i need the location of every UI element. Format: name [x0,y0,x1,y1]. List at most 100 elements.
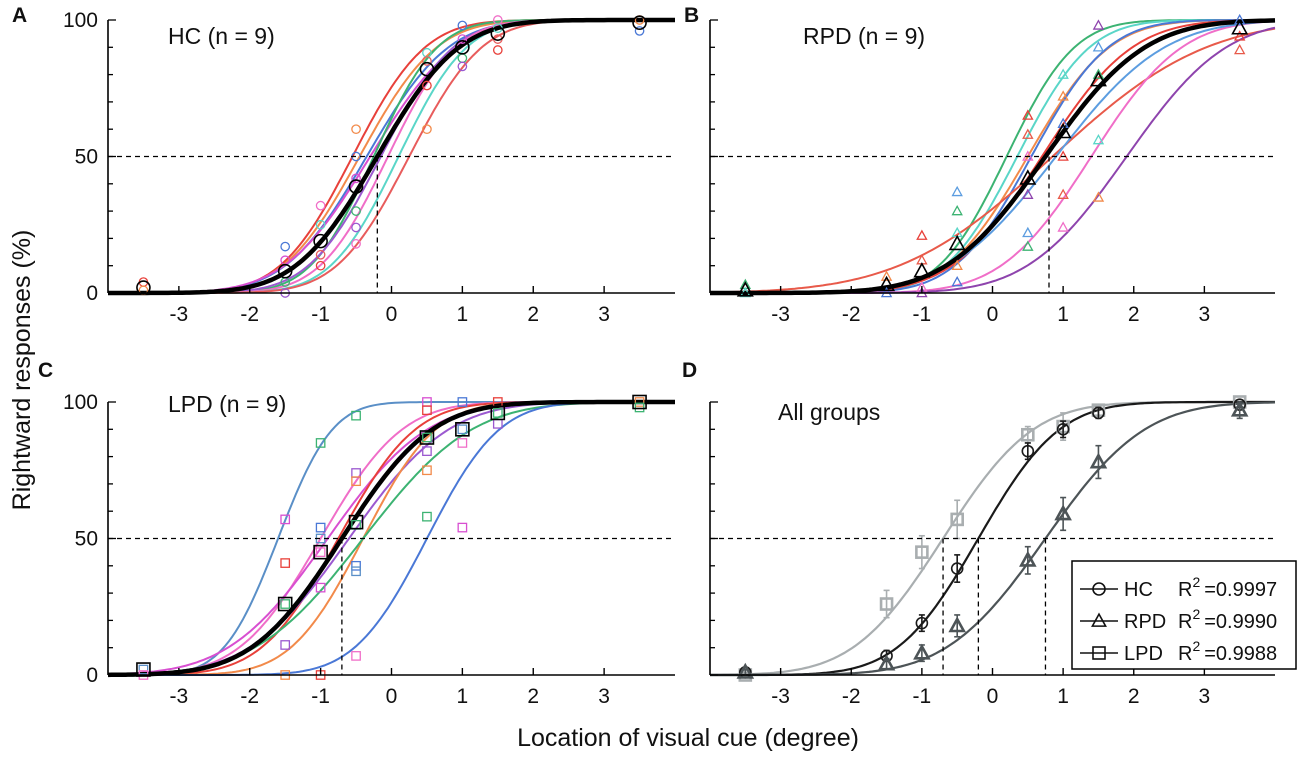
subject-data-point [351,566,361,577]
panel-a-letter: A [12,4,27,27]
legend-label-hc: HC [1124,579,1153,601]
y-tick-label: 100 [63,391,98,414]
data-point-hc [1092,406,1105,420]
group-mean-data-point [913,262,931,278]
panel-b-title: RPD (n = 9) [803,23,925,49]
subject-data-point [280,599,291,609]
x-tick-label: 3 [1199,685,1211,708]
x-tick-label: 3 [1199,303,1211,326]
y-axis-title: Rightward responses (%) [8,230,36,511]
subject-data-point [351,410,361,421]
group-mean-data-point [632,394,647,410]
x-tick-label: -1 [311,303,330,326]
x-tick-label: 0 [987,685,999,708]
panel-a-axes: -3 -2 -1 0 1 2 3 0 50 100 [63,9,675,326]
subject-data-point [457,522,468,533]
subject-data-point [422,465,432,476]
x-tick-label: -3 [170,685,189,708]
panel-d: -3 -2 -1 0 1 2 3 D All groups HC R2 =0.9997 RPD R2… [682,359,1297,708]
panel-b-axes: -3 -2 -1 0 1 2 3 [709,19,1275,326]
y-tick-label: 50 [75,146,98,169]
panel-d-letter: D [682,359,697,382]
x-tick-label: 3 [598,303,610,326]
subject-data-point [951,185,963,197]
subject-data-point [351,476,361,487]
subject-data-point [634,402,645,413]
subject-data-point [351,560,361,571]
panel-c: -3 -2 -1 0 1 2 3 0 50 100 C LPD (n = 9) [38,359,675,708]
subject-data-point [422,432,432,443]
group-mean-data-point [1089,70,1107,87]
legend-items: HC R2 =0.9997 RPD R2 =0.9990 LPD R2 =0.9988 [1080,574,1277,665]
subject-data-point [634,26,645,36]
group-mean-data-point [313,544,328,560]
x-tick-label: -1 [913,685,932,708]
panel-a-marks [136,15,647,298]
data-point-lpd [915,545,929,559]
data-point-rpd [1230,400,1249,417]
subject-data-point [1233,13,1246,25]
subject-data-point [951,275,963,287]
subject-data-point [280,241,291,252]
group-mean-data-point [490,405,506,421]
subject-data-point [138,664,149,675]
x-tick-label: -1 [311,685,330,708]
group-mean-data-point [348,514,364,530]
legend: HC R2 =0.9997 RPD R2 =0.9990 LPD R2 =0.9988 [1071,560,1297,670]
subject-data-point [1092,191,1105,202]
subject-data-point [1022,128,1034,139]
panel-c-lines [107,399,675,678]
subject-fit-curve [710,27,1276,294]
data-point-rpd [736,662,755,679]
panel-c-title: LPD (n = 9) [168,391,286,417]
x-tick-label: 0 [987,303,999,326]
group-mean-data-point [277,596,293,612]
group-mean-data-point [348,179,364,194]
data-point-rpd [877,654,896,671]
panel-c-letter: C [38,359,53,382]
group-mean-data-point [419,430,435,445]
subject-data-point [1233,43,1246,55]
legend-marker-hc [1092,582,1106,596]
data-point-lpd [1021,427,1035,442]
x-tick-label: 1 [1057,685,1069,708]
data-point-lpd [879,597,894,611]
subject-data-point [1092,133,1105,145]
subject-data-point [1022,226,1034,238]
group-mean-data-point [1054,122,1072,139]
panel-a: -3 -2 -1 0 1 2 3 0 50 100 A HC (n = 9) [12,4,675,326]
subject-data-point [457,34,468,44]
group-mean-data-point [313,233,328,249]
group-mean-data-point [1019,169,1037,185]
group-mean-data-point [455,421,470,437]
subject-data-point [422,405,432,416]
subject-data-point [422,80,432,91]
data-point-hc [915,616,929,630]
subject-data-point [457,61,468,72]
group-mean-data-point [419,61,435,77]
x-tick-label: -1 [913,303,932,326]
panel-c-axes: -3 -2 -1 0 1 2 3 0 50 100 [63,391,675,708]
data-point-rpd [948,616,966,633]
group-mean-fit-curve [107,399,675,678]
x-tick-label: 0 [386,685,398,708]
subject-data-point [1022,240,1034,251]
x-tick-label: 2 [527,685,539,708]
group-mean-data-point [632,15,647,31]
subject-data-point [315,219,326,230]
x-tick-label: 2 [1128,685,1140,708]
data-point-rpd [1089,452,1108,469]
subject-data-point [457,53,468,64]
group-mean-data-point [736,281,754,297]
subject-data-point [457,424,468,435]
x-tick-label: 2 [1128,303,1140,326]
data-point-hc [1021,444,1035,458]
subject-data-point [457,438,468,448]
subject-data-point [1057,188,1069,199]
panel-c-marks [136,394,647,680]
group-mean-data-point [1231,19,1249,35]
subject-data-point [315,522,326,533]
y-tick-label: 100 [63,9,98,32]
x-tick-label: 1 [1057,303,1069,326]
